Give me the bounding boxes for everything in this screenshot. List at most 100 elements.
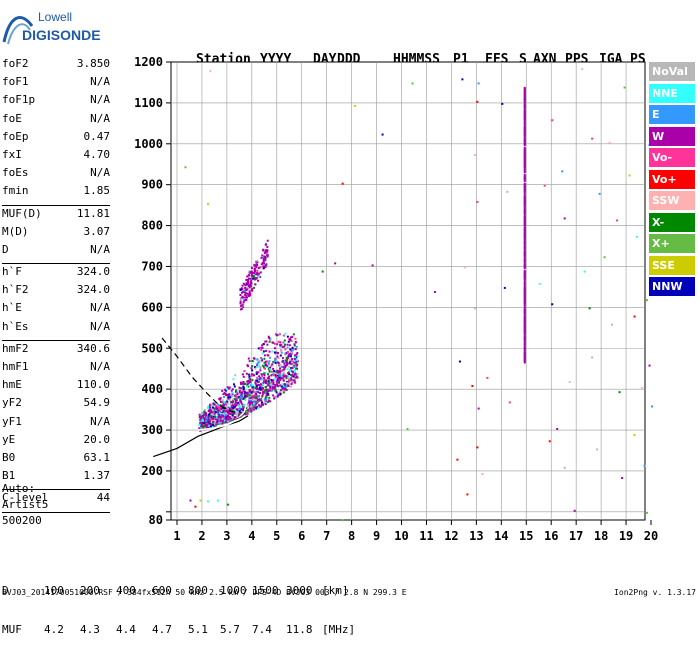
echo-point xyxy=(209,409,212,412)
echo-point xyxy=(200,419,203,422)
y-tick-label: 500 xyxy=(141,341,163,355)
echo-point xyxy=(224,417,227,420)
echo-point xyxy=(273,396,276,399)
echo-point xyxy=(295,356,298,359)
echo-point xyxy=(261,352,264,355)
echo-point xyxy=(261,383,264,386)
echo-point xyxy=(229,399,232,402)
echo-point xyxy=(241,382,244,385)
noise-point xyxy=(608,141,611,144)
echo-point xyxy=(260,263,263,266)
interference-point xyxy=(523,305,526,309)
echo-point xyxy=(198,416,201,419)
param-value: 3.850 xyxy=(76,57,110,70)
echo-point xyxy=(288,344,291,347)
echo-point xyxy=(231,404,234,407)
echo-point xyxy=(292,347,295,350)
echo-point xyxy=(283,390,286,393)
echo-point xyxy=(270,387,273,390)
echo-point xyxy=(255,400,258,403)
echo-point xyxy=(274,333,277,336)
noise-point xyxy=(381,133,384,136)
echo-point xyxy=(209,423,212,426)
echo-point xyxy=(283,368,286,371)
echo-point xyxy=(257,395,260,398)
echo-point xyxy=(199,418,202,421)
echo-point xyxy=(292,360,295,363)
echo-point xyxy=(222,409,225,412)
noise-point xyxy=(611,323,614,326)
echo-point xyxy=(260,387,263,390)
echo-point xyxy=(255,371,258,374)
echo-point xyxy=(276,353,279,356)
echo-point xyxy=(214,411,217,414)
echo-point xyxy=(257,275,260,278)
echo-point xyxy=(242,393,245,396)
echo-point xyxy=(268,356,271,359)
echo-point xyxy=(252,286,255,289)
noise-point xyxy=(211,423,214,426)
echo-point xyxy=(295,364,298,367)
echo-point xyxy=(247,408,250,411)
param-row-fmin: fmin 1.85 xyxy=(2,184,110,202)
echo-point xyxy=(256,398,259,401)
echo-point xyxy=(226,405,229,408)
echo-point xyxy=(251,396,254,399)
echo-point xyxy=(293,357,296,360)
echo-point xyxy=(242,390,245,393)
echo-point xyxy=(270,383,273,386)
echo-point xyxy=(248,373,251,376)
echo-point xyxy=(227,406,230,409)
echo-point xyxy=(263,378,266,381)
echo-point xyxy=(201,419,204,422)
echo-point xyxy=(200,426,203,429)
echo-point xyxy=(286,368,289,371)
echo-point xyxy=(260,357,263,360)
echo-point xyxy=(293,379,296,382)
echo-point xyxy=(237,404,240,407)
echo-point xyxy=(276,355,279,358)
echo-point xyxy=(246,281,249,284)
echo-point xyxy=(278,332,281,335)
echo-point xyxy=(283,339,286,342)
echo-point xyxy=(249,389,252,392)
echo-point xyxy=(224,389,227,392)
echo-point xyxy=(251,406,254,409)
echo-point xyxy=(252,274,255,277)
echo-point xyxy=(246,393,249,396)
echo-point xyxy=(240,288,243,291)
noise-point xyxy=(209,70,212,73)
echo-point xyxy=(258,386,261,389)
echo-point xyxy=(258,272,261,275)
interference-point xyxy=(523,207,526,211)
echo-point xyxy=(235,408,238,411)
echo-point xyxy=(291,335,294,338)
echo-point xyxy=(250,280,253,283)
echo-point xyxy=(264,340,267,343)
echo-point xyxy=(296,372,299,375)
x-tick-label: 1 xyxy=(173,529,180,543)
echo-point xyxy=(238,413,241,416)
echo-point xyxy=(276,375,279,378)
echo-point xyxy=(231,398,234,401)
y-tick-label: 800 xyxy=(141,219,163,233)
echo-point xyxy=(263,402,266,405)
echo-point xyxy=(209,412,212,415)
echo-point xyxy=(272,383,275,386)
echo-point xyxy=(204,412,207,415)
echo-point xyxy=(209,414,212,417)
param-value: 3.07 xyxy=(83,224,111,238)
logo-top-text: Lowell xyxy=(38,10,72,24)
echo-point xyxy=(231,414,234,417)
x-tick-label: 12 xyxy=(444,529,458,543)
echo-point xyxy=(256,364,259,367)
noise-point xyxy=(206,203,209,206)
x-tick-label: 14 xyxy=(494,529,508,543)
echo-point xyxy=(223,403,226,406)
echo-point xyxy=(202,426,205,429)
noise-point xyxy=(476,446,479,449)
param-name: h`F2 xyxy=(2,283,29,297)
echo-point xyxy=(280,366,283,369)
echo-point xyxy=(219,410,222,413)
echo-point xyxy=(252,276,255,279)
